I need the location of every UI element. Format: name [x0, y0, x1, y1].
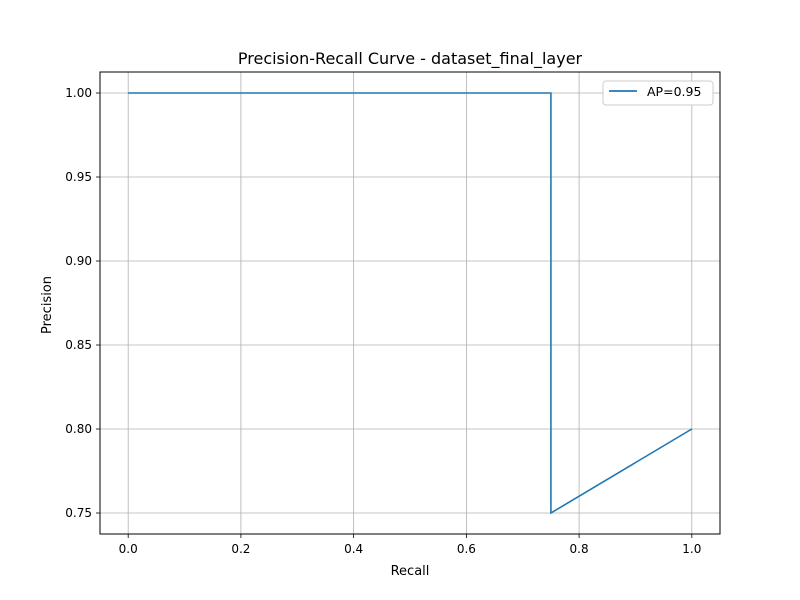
y-tick-label: 0.75: [65, 506, 92, 520]
y-tick-label: 0.85: [65, 338, 92, 352]
legend: AP=0.95: [602, 80, 714, 106]
x-tick-label: 0.8: [570, 542, 589, 556]
legend-label: AP=0.95: [647, 84, 701, 99]
y-tick-label: 1.00: [65, 86, 92, 100]
y-tick-label: 0.95: [65, 170, 92, 184]
x-axis-label: Recall: [391, 564, 430, 579]
legend-box: [602, 80, 714, 106]
pr-series-line: [128, 92, 693, 515]
x-tick-label: 0.4: [344, 542, 363, 556]
x-tick-label: 0.0: [119, 542, 138, 556]
series-layer: [128, 92, 693, 515]
x-tick-label: 0.2: [231, 542, 250, 556]
grid: [100, 72, 720, 534]
y-tick-label: 0.90: [65, 254, 92, 268]
y-axis-label: Precision: [40, 276, 55, 334]
x-tick-label: 0.6: [457, 542, 476, 556]
x-tick-label: 1.0: [682, 542, 701, 556]
ticks: 0.0 0.2 0.4 0.6 0.8 1.0 0.75 0.80 0.85 0.90 0.95 1.…: [65, 86, 701, 556]
y-tick-label: 0.80: [65, 422, 92, 436]
plot-frame: [99, 71, 721, 535]
chart-title: Precision-Recall Curve - dataset_final_l…: [238, 49, 583, 69]
